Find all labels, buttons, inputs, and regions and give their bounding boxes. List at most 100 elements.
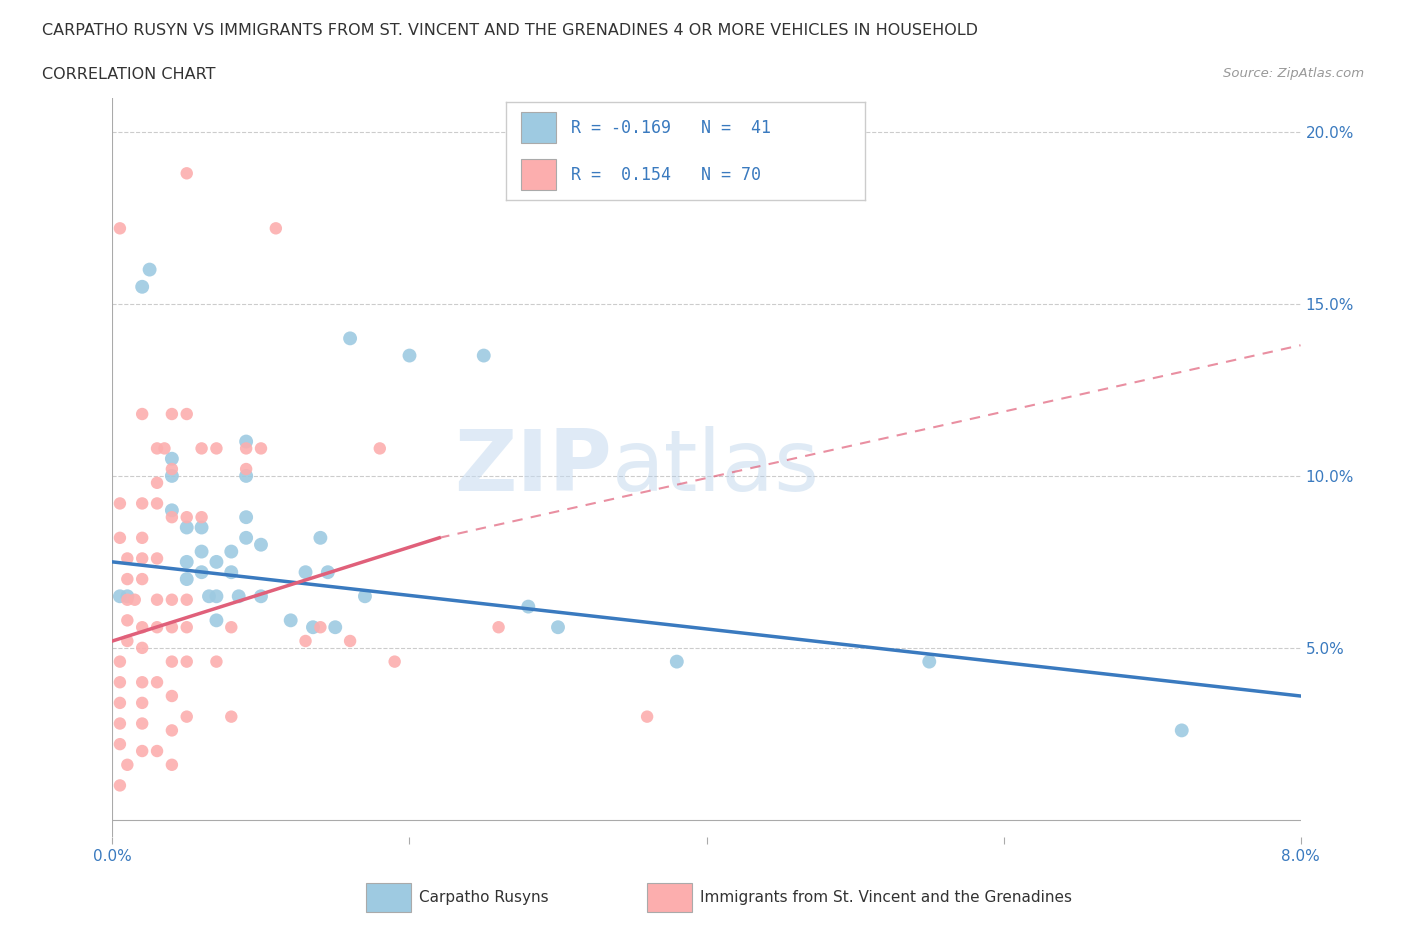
- Point: [294, 633, 316, 648]
- Point: [250, 589, 273, 604]
- FancyBboxPatch shape: [520, 159, 557, 191]
- Point: [160, 688, 183, 703]
- Point: [235, 441, 257, 456]
- Point: [339, 633, 361, 648]
- Point: [384, 654, 406, 669]
- Point: [160, 592, 183, 607]
- Point: [219, 544, 243, 559]
- Point: [198, 589, 221, 604]
- Point: [219, 710, 243, 724]
- Point: [117, 633, 139, 648]
- Point: [918, 654, 941, 669]
- Point: [205, 654, 228, 669]
- Point: [131, 530, 153, 545]
- Point: [323, 619, 346, 634]
- Text: R =  0.154   N = 70: R = 0.154 N = 70: [571, 166, 761, 183]
- Text: CARPATHO RUSYN VS IMMIGRANTS FROM ST. VINCENT AND THE GRENADINES 4 OR MORE VEHIC: CARPATHO RUSYN VS IMMIGRANTS FROM ST. VI…: [42, 23, 979, 38]
- Point: [160, 723, 183, 737]
- Point: [228, 589, 250, 604]
- Point: [176, 710, 198, 724]
- Point: [146, 592, 169, 607]
- Point: [146, 619, 169, 634]
- Point: [131, 551, 153, 565]
- Point: [117, 757, 139, 772]
- Point: [146, 475, 169, 490]
- Point: [160, 469, 183, 484]
- Point: [131, 716, 153, 731]
- Point: [398, 348, 420, 363]
- Point: [176, 520, 198, 535]
- FancyBboxPatch shape: [366, 884, 411, 911]
- Point: [160, 406, 183, 421]
- Point: [146, 744, 169, 759]
- Point: [250, 538, 273, 552]
- Point: [131, 572, 153, 587]
- Point: [488, 619, 510, 634]
- Point: [108, 675, 131, 690]
- Point: [190, 544, 212, 559]
- Point: [146, 496, 169, 511]
- Point: [665, 654, 688, 669]
- Point: [108, 696, 131, 711]
- Point: [108, 654, 131, 669]
- Point: [160, 619, 183, 634]
- Point: [280, 613, 302, 628]
- Point: [131, 619, 153, 634]
- Point: [235, 461, 257, 476]
- Point: [205, 589, 228, 604]
- Point: [108, 496, 131, 511]
- Point: [131, 279, 153, 294]
- Point: [108, 737, 131, 751]
- Point: [160, 461, 183, 476]
- Text: CORRELATION CHART: CORRELATION CHART: [42, 67, 215, 82]
- Point: [146, 551, 169, 565]
- Point: [176, 654, 198, 669]
- Point: [108, 716, 131, 731]
- Point: [108, 778, 131, 793]
- Point: [219, 565, 243, 579]
- Point: [153, 441, 176, 456]
- Point: [160, 654, 183, 669]
- Point: [160, 503, 183, 518]
- Point: [1170, 723, 1192, 737]
- Point: [264, 221, 287, 236]
- Point: [131, 406, 153, 421]
- Point: [131, 675, 153, 690]
- Point: [160, 451, 183, 466]
- Point: [138, 262, 160, 277]
- Point: [250, 441, 273, 456]
- Point: [190, 510, 212, 525]
- Point: [235, 510, 257, 525]
- Point: [146, 675, 169, 690]
- Point: [235, 469, 257, 484]
- Point: [176, 406, 198, 421]
- Point: [235, 434, 257, 449]
- Point: [124, 592, 146, 607]
- Point: [160, 757, 183, 772]
- Point: [117, 613, 139, 628]
- Text: R = -0.169   N =  41: R = -0.169 N = 41: [571, 119, 770, 137]
- Point: [117, 551, 139, 565]
- Point: [219, 619, 243, 634]
- Point: [176, 619, 198, 634]
- Point: [131, 641, 153, 656]
- Point: [235, 530, 257, 545]
- Text: atlas: atlas: [612, 426, 820, 509]
- Point: [176, 554, 198, 569]
- Point: [176, 166, 198, 180]
- Point: [205, 441, 228, 456]
- Point: [205, 613, 228, 628]
- Point: [176, 592, 198, 607]
- Point: [117, 589, 139, 604]
- Point: [108, 530, 131, 545]
- Point: [294, 565, 316, 579]
- Text: Source: ZipAtlas.com: Source: ZipAtlas.com: [1223, 67, 1364, 80]
- Point: [354, 589, 377, 604]
- Point: [131, 744, 153, 759]
- Point: [131, 496, 153, 511]
- Point: [176, 510, 198, 525]
- Point: [547, 619, 569, 634]
- Text: Carpatho Rusyns: Carpatho Rusyns: [419, 890, 548, 905]
- Point: [316, 565, 339, 579]
- Text: Immigrants from St. Vincent and the Grenadines: Immigrants from St. Vincent and the Gren…: [700, 890, 1073, 905]
